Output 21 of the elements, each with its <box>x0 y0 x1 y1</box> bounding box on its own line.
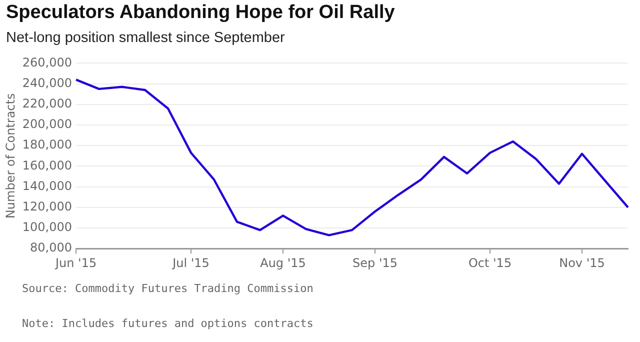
x-tick-label: Nov '15 <box>559 256 605 270</box>
y-axis-title: Number of Contracts <box>3 93 18 219</box>
y-tick-label: 260,000 <box>22 55 72 70</box>
x-tick-label: Aug '15 <box>260 256 306 270</box>
y-tick-label: 100,000 <box>22 220 72 234</box>
source-note: Source: Commodity Futures Trading Commission <box>22 282 314 295</box>
chart-title: Speculators Abandoning Hope for Oil Rally <box>6 2 395 24</box>
y-tick-label: 240,000 <box>22 76 72 90</box>
x-tick-label: Jun '15 <box>54 256 97 270</box>
x-tick-label: Jul '15 <box>172 256 210 270</box>
chart-subtitle: Net-long position smallest since September <box>6 30 285 46</box>
y-tick-label: 80,000 <box>30 240 72 255</box>
y-tick-label: 180,000 <box>22 138 72 152</box>
y-tick-label: 160,000 <box>22 158 72 172</box>
y-tick-label: 140,000 <box>22 178 72 193</box>
y-tick-label: 220,000 <box>22 96 72 111</box>
y-tick-label: 120,000 <box>22 200 72 214</box>
y-tick-label: 200,000 <box>22 117 72 132</box>
x-tick-label: Oct '15 <box>468 256 512 270</box>
text: Note: Includes futures and options contracts <box>22 317 314 330</box>
x-tick-label: Sep '15 <box>352 256 398 270</box>
